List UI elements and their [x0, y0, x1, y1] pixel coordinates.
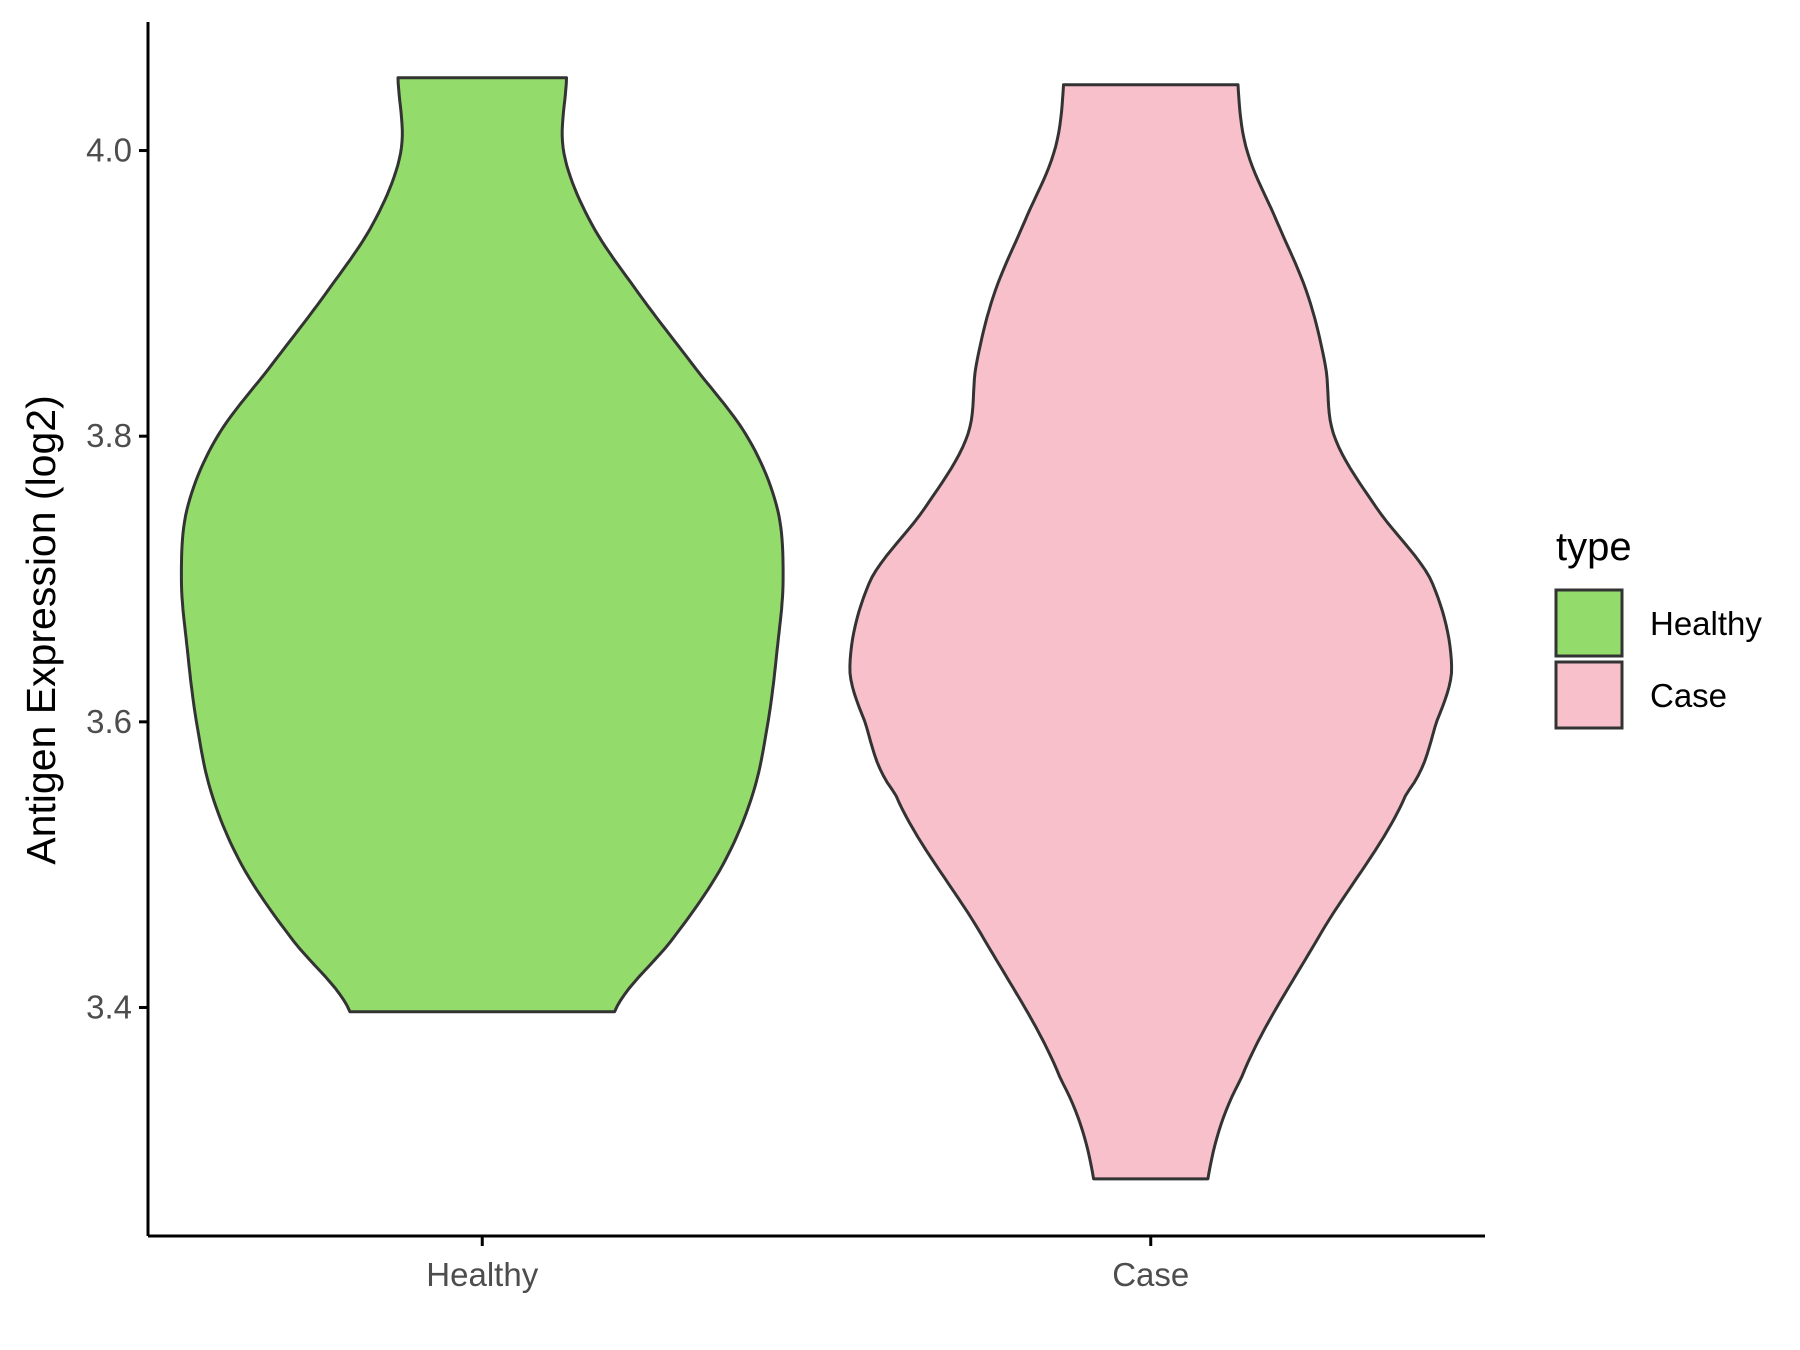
violin-case — [848, 83, 1454, 1181]
legend-swatch-healthy — [1554, 588, 1624, 658]
violin-healthy — [179, 76, 785, 1014]
legend: Healthy Case — [1554, 588, 1762, 730]
y-axis-title: Antigen Expression (log2) — [18, 395, 64, 864]
legend-swatch-case — [1554, 660, 1624, 730]
y-ticks: 3.4 3.6 3.8 4.0 — [86, 132, 148, 1025]
x-tick-label: Case — [1112, 1256, 1189, 1293]
legend-label-case: Case — [1650, 677, 1727, 714]
x-ticks: Healthy Case — [426, 1236, 1189, 1293]
y-tick-label: 3.8 — [86, 417, 132, 454]
y-tick-label: 3.6 — [86, 703, 132, 740]
legend-title: type — [1556, 525, 1632, 569]
y-tick-label: 3.4 — [86, 988, 132, 1025]
x-tick-label: Healthy — [426, 1256, 538, 1293]
y-tick-label: 4.0 — [86, 132, 132, 169]
violins-layer — [179, 76, 1454, 1181]
legend-label-healthy: Healthy — [1650, 605, 1762, 642]
